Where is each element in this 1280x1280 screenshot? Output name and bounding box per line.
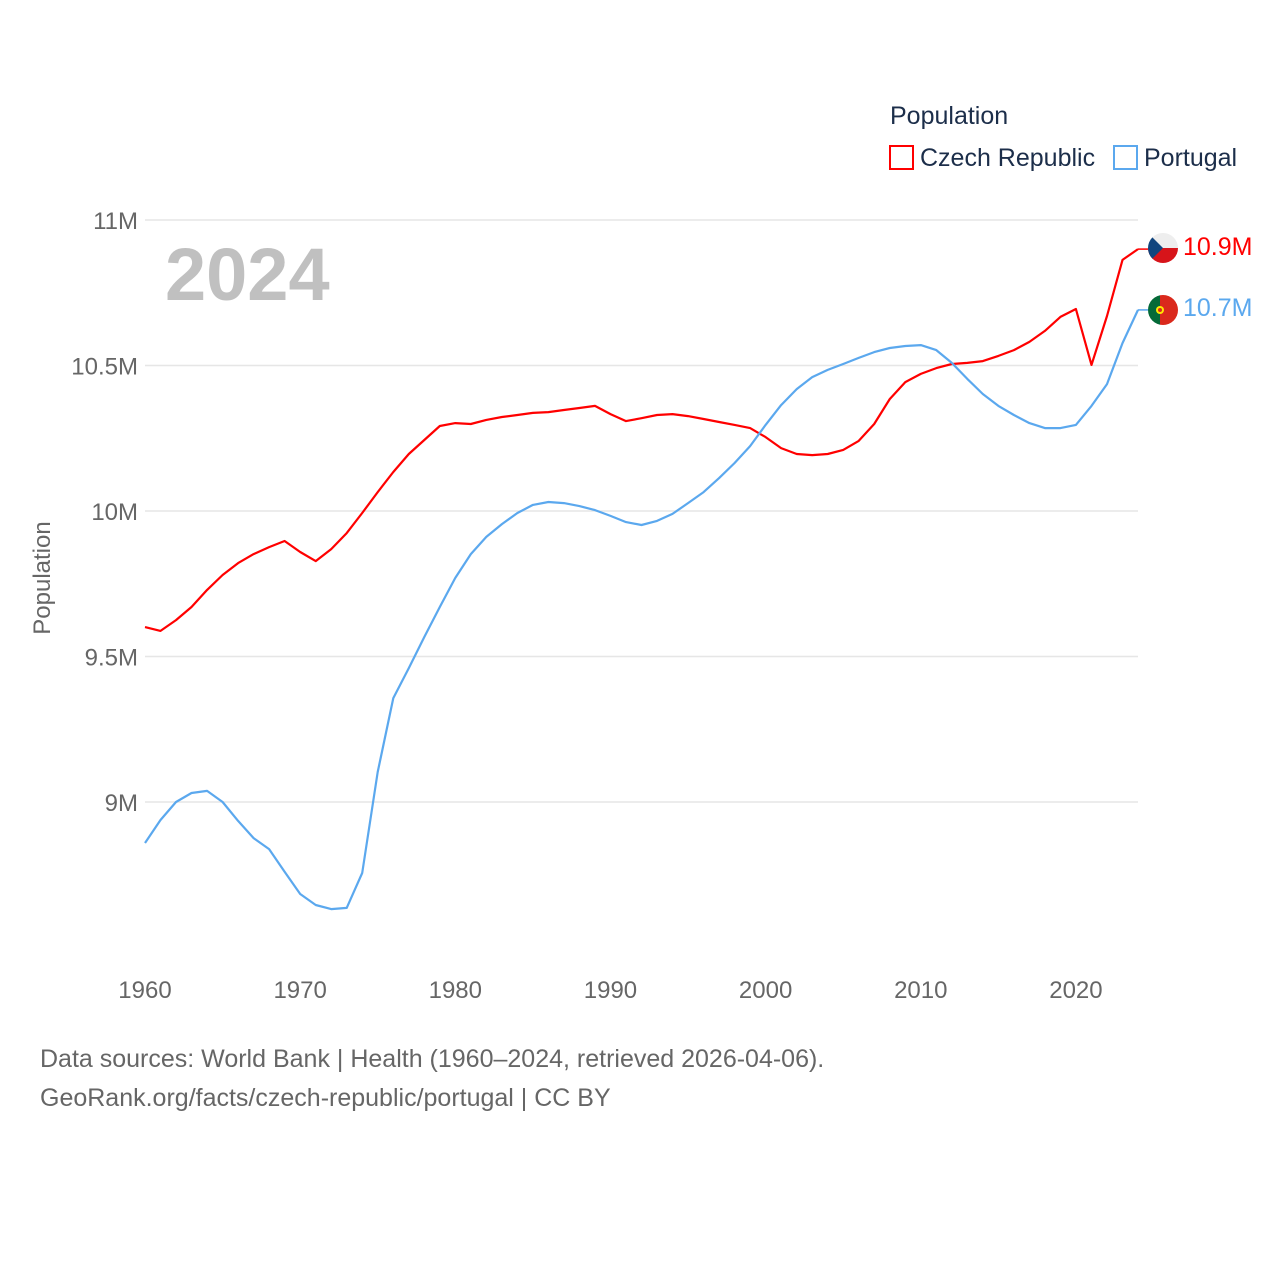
czech-flag-icon bbox=[1148, 233, 1178, 263]
legend-item-czech-republic[interactable]: Czech Republic bbox=[889, 144, 1095, 172]
portugal-end-label: 10.7M bbox=[1183, 294, 1252, 322]
x-tick-label: 1960 bbox=[118, 977, 171, 1004]
x-tick-label: 1990 bbox=[584, 977, 637, 1004]
gridlines bbox=[145, 219, 1138, 803]
x-tick-label: 2010 bbox=[894, 977, 947, 1004]
y-tick-label: 9M bbox=[105, 790, 138, 817]
y-tick-label: 9.5M bbox=[85, 645, 138, 672]
footer-sources: Data sources: World Bank | Health (1960–… bbox=[40, 1045, 825, 1073]
legend-label: Portugal bbox=[1144, 144, 1237, 172]
year-watermark: 2024 bbox=[165, 233, 330, 316]
legend-label: Czech Republic bbox=[920, 144, 1095, 172]
x-tick-label: 2020 bbox=[1049, 977, 1102, 1004]
y-axis-label: Population bbox=[29, 521, 56, 634]
x-tick-label: 1980 bbox=[429, 977, 482, 1004]
legend-title: Population bbox=[890, 102, 1008, 130]
x-tick-label: 2000 bbox=[739, 977, 792, 1004]
footer-link[interactable]: GeoRank.org/facts/czech-republic/portuga… bbox=[40, 1084, 611, 1112]
czech-end-label: 10.9M bbox=[1183, 233, 1252, 261]
y-tick-label: 10.5M bbox=[71, 354, 138, 381]
y-tick-label: 10M bbox=[91, 499, 138, 526]
portugal-flag-icon bbox=[1148, 295, 1178, 325]
x-axis-ticks: 1960 1970 1980 1990 2000 2010 2020 bbox=[118, 977, 1102, 1004]
series-line-portugal bbox=[144, 309, 1139, 911]
series-line-czech bbox=[144, 248, 1139, 633]
y-tick-label: 11M bbox=[93, 208, 138, 235]
series-lines bbox=[144, 248, 1148, 911]
x-tick-label: 1970 bbox=[273, 977, 326, 1004]
y-axis-ticks: 11M 10.5M 10M 9.5M 9M bbox=[71, 208, 138, 817]
legend-item-portugal[interactable]: Portugal bbox=[1113, 144, 1237, 172]
